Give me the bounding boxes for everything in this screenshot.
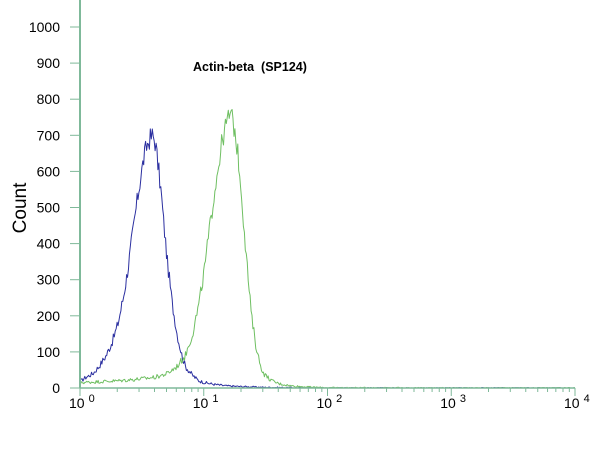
x-tick-base: 10	[193, 395, 209, 411]
y-tick-label: 400	[37, 236, 61, 252]
y-tick-label: 500	[37, 200, 61, 216]
y-tick-label: 1000	[29, 19, 60, 35]
y-tick-label: 600	[37, 163, 61, 179]
x-axis-ticks: 10 0 10 1 10 2 10 3 10 4	[69, 388, 590, 411]
x-tick-label: 10 0	[69, 393, 95, 411]
y-axis-label: Count	[10, 182, 31, 233]
chart-title: Actin-beta (SP124)	[193, 60, 307, 74]
y-tick-label: 800	[37, 91, 61, 107]
x-tick-label: 10 1	[193, 393, 219, 411]
x-tick-base: 10	[69, 395, 85, 411]
x-tick-exponent: 4	[584, 393, 590, 405]
y-tick-label: 300	[37, 272, 61, 288]
y-tick-label: 100	[37, 344, 61, 360]
x-tick-exponent: 0	[89, 393, 95, 405]
y-axis-ticks: 0 100 200 300 400 500 600 700 800 900 1000	[29, 19, 80, 396]
series-1-line	[80, 128, 576, 389]
x-tick-exponent: 2	[336, 393, 342, 405]
x-tick-base: 10	[564, 395, 580, 411]
y-tick-label: 200	[37, 308, 61, 324]
x-tick-label: 10 2	[317, 393, 343, 411]
x-tick-exponent: 3	[460, 393, 466, 405]
y-tick-label: 700	[37, 127, 61, 143]
x-tick-base: 10	[440, 395, 456, 411]
y-tick-label: 900	[37, 55, 61, 71]
x-tick-base: 10	[317, 395, 333, 411]
series-2-line	[80, 109, 576, 389]
y-tick-label: 0	[52, 380, 60, 396]
x-tick-label: 10 3	[440, 393, 466, 411]
plot-area	[80, 109, 576, 389]
x-tick-label: 10 4	[564, 393, 590, 411]
x-tick-exponent: 1	[212, 393, 218, 405]
